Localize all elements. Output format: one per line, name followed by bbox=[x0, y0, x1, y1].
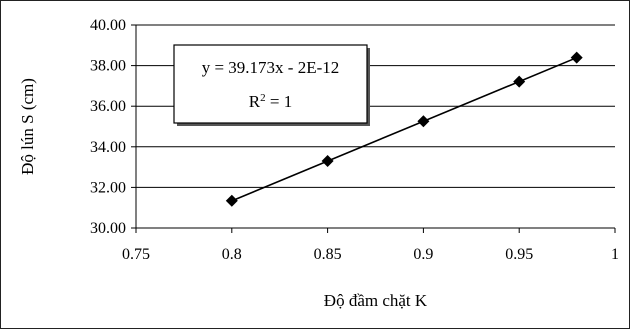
x-tick-label: 0.8 bbox=[222, 246, 242, 263]
x-tick-label: 0.85 bbox=[314, 246, 342, 263]
y-tick-label: 32.00 bbox=[90, 179, 126, 196]
y-tick-label: 38.00 bbox=[90, 58, 126, 75]
tick-labels: 30.00 32.00 34.00 36.00 38.00 40.00 0.75 0.8 0.8… bbox=[90, 17, 619, 263]
data-point bbox=[570, 51, 583, 64]
r-squared-text: R2 = 1 bbox=[249, 92, 292, 111]
equation-text: y = 39.173x - 2E-12 bbox=[202, 58, 340, 77]
y-tick-label: 36.00 bbox=[90, 98, 126, 115]
r-squared-base: R bbox=[249, 92, 261, 111]
x-tick-label: 0.95 bbox=[505, 246, 533, 263]
r-squared-superscript: 2 bbox=[260, 92, 266, 104]
data-point bbox=[225, 194, 238, 207]
x-tick-label: 0.9 bbox=[413, 246, 433, 263]
y-tick-label: 34.00 bbox=[90, 139, 126, 156]
x-tick-label: 1 bbox=[611, 246, 619, 263]
data-point bbox=[417, 115, 430, 128]
equation-box-frame bbox=[173, 44, 368, 124]
x-tick-label: 0.75 bbox=[122, 246, 150, 263]
data-points bbox=[225, 51, 583, 207]
y-tick-label: 40.00 bbox=[90, 17, 126, 34]
data-point bbox=[513, 75, 526, 88]
y-axis-title: Độ lún S (cm) bbox=[18, 78, 37, 175]
axes bbox=[131, 24, 616, 233]
equation-box: y = 39.173x - 2E-12 R2 = 1 bbox=[173, 44, 370, 126]
y-tick-label: 30.00 bbox=[90, 220, 126, 237]
r-squared-value: = 1 bbox=[266, 92, 293, 111]
data-point bbox=[321, 155, 334, 168]
x-axis-title: Độ đầm chặt K bbox=[324, 291, 428, 310]
